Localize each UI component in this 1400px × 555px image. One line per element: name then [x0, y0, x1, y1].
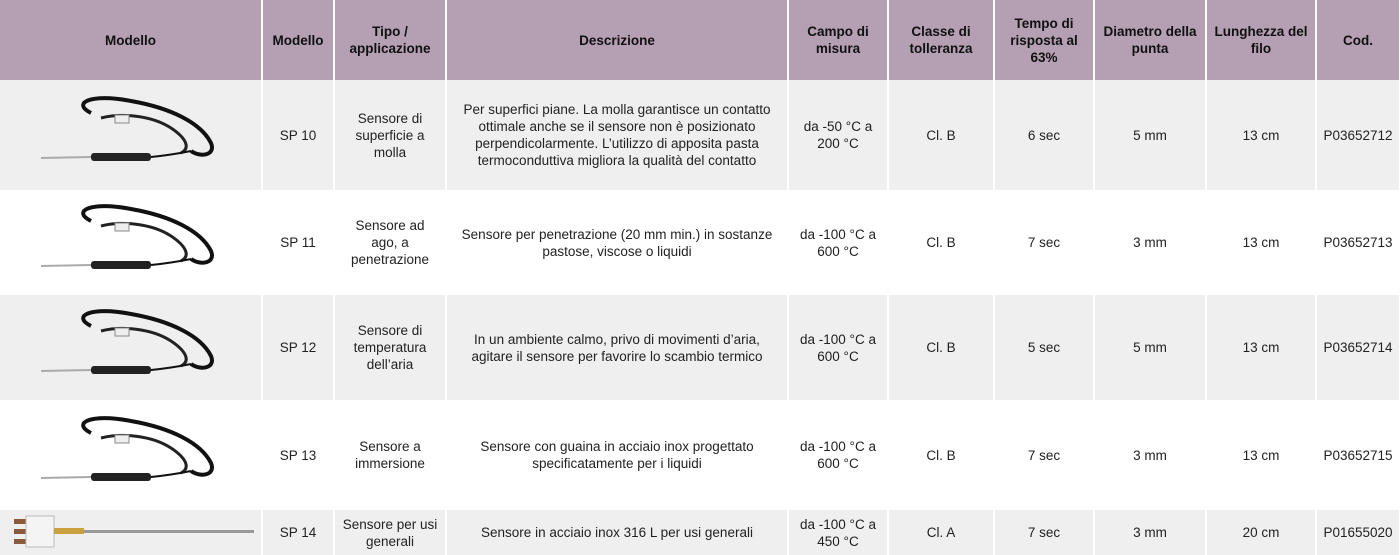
table-cell: 13 cm [1206, 190, 1317, 295]
probe-image [40, 308, 214, 374]
table-cell: 13 cm [1206, 400, 1317, 510]
table-cell: SP 11 [262, 190, 335, 295]
column-header: Diametro della punta [1094, 0, 1207, 80]
probe-image [40, 96, 214, 161]
probe-image-cell [0, 295, 263, 400]
table-cell: Sensore in acciaio inox 316 L per usi ge… [446, 510, 789, 555]
table-cell: Per superfici piane. La molla garantisce… [446, 80, 789, 190]
column-header: Modello [0, 0, 263, 80]
table-cell: Sensore a immersione [334, 400, 447, 510]
table-cell: SP 13 [262, 400, 335, 510]
table-cell: 3 mm [1094, 400, 1207, 510]
table-cell: 6 sec [994, 80, 1095, 190]
table-cell: In un ambiente calmo, privo di movimenti… [446, 295, 789, 400]
table-cell: 7 sec [994, 190, 1095, 295]
probe-image-cell [0, 400, 263, 510]
table-cell: Cl. B [888, 190, 995, 295]
column-header: Lunghezza del filo [1206, 0, 1317, 80]
table-cell: P03652715 [1316, 400, 1400, 510]
table-cell: Cl. A [888, 510, 995, 555]
column-header: Classe di tolleranza [888, 0, 995, 80]
table-cell: P03652714 [1316, 295, 1400, 400]
table-cell: 3 mm [1094, 510, 1207, 555]
table-cell: Sensore di superficie a molla [334, 80, 447, 190]
table-cell: Cl. B [888, 80, 995, 190]
table-cell: da -100 °C a 600 °C [788, 400, 889, 510]
table-cell: 13 cm [1206, 80, 1317, 190]
table-cell: SP 14 [262, 510, 335, 555]
table-cell: Sensore per penetrazione (20 mm min.) in… [446, 190, 789, 295]
table-row: SP 12 Sensore di temperatura dell’aria In … [0, 295, 1400, 400]
column-header: Descrizione [446, 0, 789, 80]
table-cell: Sensore con guaina in acciaio inox proge… [446, 400, 789, 510]
table-cell: Sensore di temperatura dell’aria [334, 295, 447, 400]
table-cell: da -100 °C a 450 °C [788, 510, 889, 555]
probe-image [40, 416, 214, 481]
table-row: SP 11 Sensore ad ago, a penetrazione Senso… [0, 190, 1400, 295]
header-row: Modello Modello Tipo / applicazione Descriz… [0, 0, 1400, 80]
probe-image-cell [0, 190, 263, 295]
table-cell: da -50 °C a 200 °C [788, 80, 889, 190]
table-cell: da -100 °C a 600 °C [788, 295, 889, 400]
table-cell: Sensore ad ago, a penetrazione [334, 190, 447, 295]
table-cell: P01655020 [1316, 510, 1400, 555]
table-cell: da -100 °C a 600 °C [788, 190, 889, 295]
table-cell: 20 cm [1206, 510, 1317, 555]
column-header: Campo di misura [788, 0, 889, 80]
table-body: SP 10 Sensore di superficie a molla Per su… [0, 80, 1400, 555]
probe-image [13, 515, 254, 547]
table-cell: 7 sec [994, 510, 1095, 555]
table-cell: 5 sec [994, 295, 1095, 400]
table-header: Modello Modello Tipo / applicazione Descriz… [0, 0, 1400, 80]
table-cell: SP 12 [262, 295, 335, 400]
table-row: SP 10 Sensore di superficie a molla Per su… [0, 80, 1400, 190]
column-header: Tipo / applicazione [334, 0, 447, 80]
table-cell: Cl. B [888, 400, 995, 510]
table-cell: P03652712 [1316, 80, 1400, 190]
table-cell: Cl. B [888, 295, 995, 400]
table-cell: 7 sec [994, 400, 1095, 510]
table-cell: 5 mm [1094, 80, 1207, 190]
probe-image-cell [0, 80, 263, 190]
table-cell: Sensore per usi generali [334, 510, 447, 555]
table-cell: 13 cm [1206, 295, 1317, 400]
probe-image [40, 203, 214, 269]
probe-image-cell [0, 510, 263, 555]
table-row: SP 13 Sensore a immersione Sensore con gua… [0, 400, 1400, 510]
table-row: SP 14 Sensore per usi generali Sensore in … [0, 510, 1400, 555]
table-cell: 5 mm [1094, 295, 1207, 400]
table-cell: SP 10 [262, 80, 335, 190]
column-header: Cod. [1316, 0, 1400, 80]
column-header: Tempo di risposta al 63% [994, 0, 1095, 80]
column-header: Modello [262, 0, 335, 80]
table-cell: 3 mm [1094, 190, 1207, 295]
table-cell: P03652713 [1316, 190, 1400, 295]
